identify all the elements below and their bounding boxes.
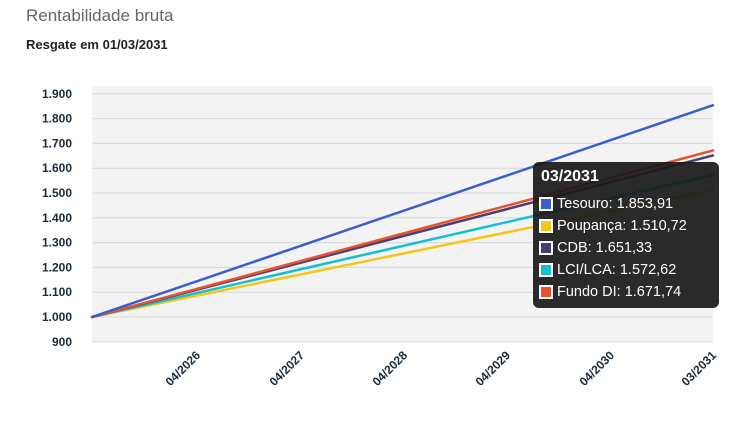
x-axis-ticks: 04/2026 04/2027 04/2028 04/2029 04/2030 03/20… (163, 348, 720, 389)
chart-tooltip: 03/2031 Tesouro: 1.853,91 Poupança: 1.51… (533, 162, 719, 308)
tooltip-row-label: Fundo DI: 1.671,74 (557, 284, 682, 300)
lci-lca-swatch-icon (539, 263, 553, 277)
fundo-di-swatch-icon (539, 285, 553, 299)
y-tick-label: 1.500 (42, 186, 72, 200)
tooltip-row-label: CDB: 1.651,33 (557, 240, 653, 256)
tooltip-row-cdb: CDB: 1.651,33 (539, 238, 652, 258)
tesouro-swatch-icon (539, 197, 553, 211)
y-tick-label: 900 (52, 335, 72, 349)
tooltip-row-label: Poupança: 1.510,72 (557, 218, 687, 234)
x-tick-label: 04/2026 (163, 348, 204, 389)
x-tick-label: 04/2030 (577, 348, 618, 389)
tooltip-title: 03/2031 (541, 168, 599, 185)
y-tick-label: 1.200 (42, 260, 72, 274)
tooltip-row-lci-lca: LCI/LCA: 1.572,62 (539, 260, 676, 280)
x-tick-label: 03/2031 (679, 348, 720, 389)
poupanca-swatch-icon (539, 219, 553, 233)
tooltip-row-tesouro: Tesouro: 1.853,91 (539, 194, 673, 214)
y-tick-label: 1.700 (42, 136, 72, 150)
x-tick-label: 04/2027 (267, 348, 308, 389)
tooltip-row-label: LCI/LCA: 1.572,62 (557, 262, 677, 278)
x-tick-label: 04/2028 (370, 348, 411, 389)
chart-subtitle: Resgate em 01/03/2031 (26, 37, 168, 52)
y-tick-label: 1.100 (42, 285, 72, 299)
y-tick-label: 1.800 (42, 112, 72, 126)
y-tick-label: 1.300 (42, 236, 72, 250)
y-axis-ticks: 900 1.000 1.100 1.200 1.300 1.400 1.500 1.600 1.… (42, 87, 72, 349)
tooltip-row-label: Tesouro: 1.853,91 (557, 196, 674, 212)
tooltip-row-poupanca: Poupança: 1.510,72 (539, 216, 687, 236)
y-tick-label: 1.400 (42, 211, 72, 225)
x-tick-label: 04/2029 (473, 348, 514, 389)
y-tick-label: 1.900 (42, 87, 72, 101)
y-tick-label: 1.000 (42, 310, 72, 324)
y-tick-label: 1.600 (42, 161, 72, 175)
tooltip-row-fundo-di: Fundo DI: 1.671,74 (539, 282, 681, 302)
cdb-swatch-icon (539, 241, 553, 255)
chart-title: Rentabilidade bruta (26, 6, 174, 25)
series-line-tesouro[interactable] (90, 103, 715, 319)
